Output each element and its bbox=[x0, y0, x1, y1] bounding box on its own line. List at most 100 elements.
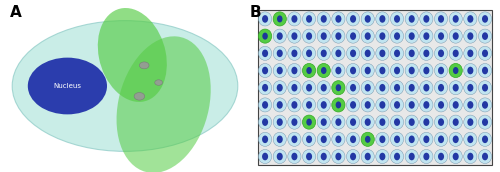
Ellipse shape bbox=[364, 84, 371, 92]
Ellipse shape bbox=[332, 12, 345, 26]
Ellipse shape bbox=[317, 81, 330, 95]
Ellipse shape bbox=[452, 32, 458, 40]
Ellipse shape bbox=[420, 81, 433, 95]
Ellipse shape bbox=[292, 50, 298, 57]
Ellipse shape bbox=[420, 115, 433, 129]
Ellipse shape bbox=[468, 67, 473, 74]
Ellipse shape bbox=[302, 63, 316, 78]
Ellipse shape bbox=[350, 15, 356, 23]
Ellipse shape bbox=[317, 46, 330, 60]
Ellipse shape bbox=[482, 50, 488, 57]
Ellipse shape bbox=[452, 101, 458, 109]
Ellipse shape bbox=[452, 136, 458, 143]
Ellipse shape bbox=[346, 115, 360, 129]
Ellipse shape bbox=[276, 101, 283, 109]
Ellipse shape bbox=[273, 149, 286, 164]
Ellipse shape bbox=[464, 46, 477, 60]
Ellipse shape bbox=[478, 149, 492, 164]
Ellipse shape bbox=[438, 32, 444, 40]
Ellipse shape bbox=[276, 118, 283, 126]
Ellipse shape bbox=[302, 98, 316, 112]
Ellipse shape bbox=[306, 50, 312, 57]
Ellipse shape bbox=[262, 50, 268, 57]
Ellipse shape bbox=[449, 132, 462, 146]
Ellipse shape bbox=[332, 81, 345, 95]
Ellipse shape bbox=[438, 15, 444, 23]
Ellipse shape bbox=[317, 149, 330, 164]
Ellipse shape bbox=[292, 15, 298, 23]
Ellipse shape bbox=[464, 149, 477, 164]
Ellipse shape bbox=[306, 32, 312, 40]
Ellipse shape bbox=[317, 12, 330, 26]
Ellipse shape bbox=[306, 15, 312, 23]
Ellipse shape bbox=[336, 67, 342, 74]
Ellipse shape bbox=[376, 132, 389, 146]
Ellipse shape bbox=[364, 67, 371, 74]
Ellipse shape bbox=[277, 15, 282, 23]
Ellipse shape bbox=[420, 132, 433, 146]
Ellipse shape bbox=[262, 33, 268, 40]
Ellipse shape bbox=[273, 12, 286, 26]
Ellipse shape bbox=[288, 29, 301, 43]
Ellipse shape bbox=[364, 153, 371, 160]
Ellipse shape bbox=[98, 8, 167, 102]
Ellipse shape bbox=[434, 132, 448, 146]
Ellipse shape bbox=[262, 67, 268, 74]
Ellipse shape bbox=[478, 46, 492, 60]
Ellipse shape bbox=[452, 153, 458, 160]
Ellipse shape bbox=[306, 136, 312, 143]
Ellipse shape bbox=[380, 32, 386, 40]
Ellipse shape bbox=[482, 101, 488, 109]
Ellipse shape bbox=[405, 46, 418, 60]
Ellipse shape bbox=[317, 98, 330, 112]
Ellipse shape bbox=[468, 153, 473, 160]
Ellipse shape bbox=[346, 29, 360, 43]
Ellipse shape bbox=[478, 132, 492, 146]
Ellipse shape bbox=[292, 32, 298, 40]
Ellipse shape bbox=[346, 12, 360, 26]
Ellipse shape bbox=[424, 32, 430, 40]
Ellipse shape bbox=[262, 153, 268, 160]
Ellipse shape bbox=[424, 15, 430, 23]
Ellipse shape bbox=[394, 153, 400, 160]
Ellipse shape bbox=[449, 29, 462, 43]
Ellipse shape bbox=[262, 136, 268, 143]
Ellipse shape bbox=[361, 98, 374, 112]
Ellipse shape bbox=[394, 101, 400, 109]
Ellipse shape bbox=[478, 81, 492, 95]
Ellipse shape bbox=[434, 98, 448, 112]
Text: Nucleus: Nucleus bbox=[54, 83, 82, 89]
Ellipse shape bbox=[364, 50, 371, 57]
Ellipse shape bbox=[376, 29, 389, 43]
Ellipse shape bbox=[482, 15, 488, 23]
Ellipse shape bbox=[306, 101, 312, 109]
Ellipse shape bbox=[320, 136, 327, 143]
Ellipse shape bbox=[464, 81, 477, 95]
Ellipse shape bbox=[408, 101, 414, 109]
Ellipse shape bbox=[364, 32, 371, 40]
Ellipse shape bbox=[390, 81, 404, 95]
Ellipse shape bbox=[405, 12, 418, 26]
Ellipse shape bbox=[302, 12, 316, 26]
Ellipse shape bbox=[336, 32, 342, 40]
Ellipse shape bbox=[258, 46, 272, 60]
Ellipse shape bbox=[405, 29, 418, 43]
Ellipse shape bbox=[320, 32, 327, 40]
Ellipse shape bbox=[306, 67, 312, 74]
Ellipse shape bbox=[258, 115, 272, 129]
Ellipse shape bbox=[376, 46, 389, 60]
Ellipse shape bbox=[438, 101, 444, 109]
Ellipse shape bbox=[365, 136, 370, 143]
Ellipse shape bbox=[346, 63, 360, 78]
Ellipse shape bbox=[346, 46, 360, 60]
Ellipse shape bbox=[288, 98, 301, 112]
Ellipse shape bbox=[317, 29, 330, 43]
Ellipse shape bbox=[438, 50, 444, 57]
Ellipse shape bbox=[376, 98, 389, 112]
Ellipse shape bbox=[332, 149, 345, 164]
Ellipse shape bbox=[302, 115, 316, 129]
Ellipse shape bbox=[258, 29, 272, 43]
Ellipse shape bbox=[332, 46, 345, 60]
Ellipse shape bbox=[364, 15, 371, 23]
Ellipse shape bbox=[350, 50, 356, 57]
